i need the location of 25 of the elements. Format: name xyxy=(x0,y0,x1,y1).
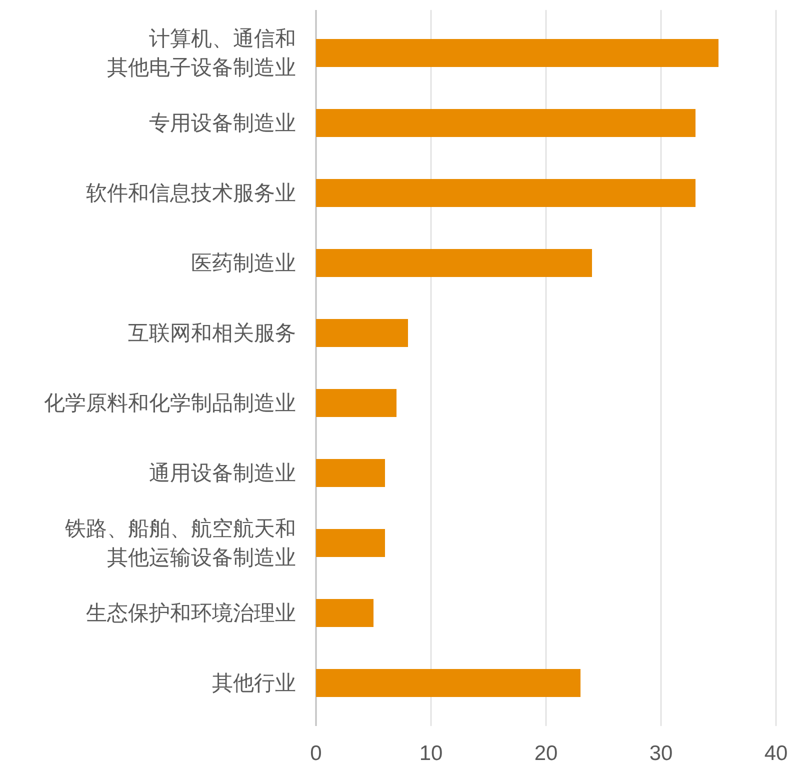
y-tick-label: 医药制造业 xyxy=(191,252,296,275)
y-tick-label: 生态保护和环境治理业 xyxy=(86,602,296,625)
x-tick-label: 10 xyxy=(419,742,443,765)
y-tick-label: 专用设备制造业 xyxy=(149,112,296,135)
y-tick-label: 化学原料和化学制品制造业 xyxy=(44,392,296,415)
x-tick-label: 20 xyxy=(534,742,558,765)
y-tick-label: 通用设备制造业 xyxy=(149,462,296,485)
y-tick-label: 软件和信息技术服务业 xyxy=(86,182,296,205)
y-tick-label: 计算机、通信和其他电子设备制造业 xyxy=(107,28,296,80)
bar xyxy=(316,109,696,137)
x-tick-label: 0 xyxy=(310,742,322,765)
bar xyxy=(316,529,385,557)
x-tick-label: 40 xyxy=(764,742,788,765)
bar xyxy=(316,459,385,487)
bar xyxy=(316,599,374,627)
y-tick-label: 互联网和相关服务 xyxy=(128,322,296,345)
x-tick-label: 30 xyxy=(649,742,673,765)
bar xyxy=(316,39,718,67)
bar xyxy=(316,179,696,207)
bar xyxy=(316,389,396,417)
y-tick-label: 其他行业 xyxy=(212,672,296,695)
bar xyxy=(316,249,592,277)
bar xyxy=(316,319,408,347)
bar xyxy=(316,669,580,697)
y-tick-label: 铁路、船舶、航空航天和其他运输设备制造业 xyxy=(64,518,296,570)
